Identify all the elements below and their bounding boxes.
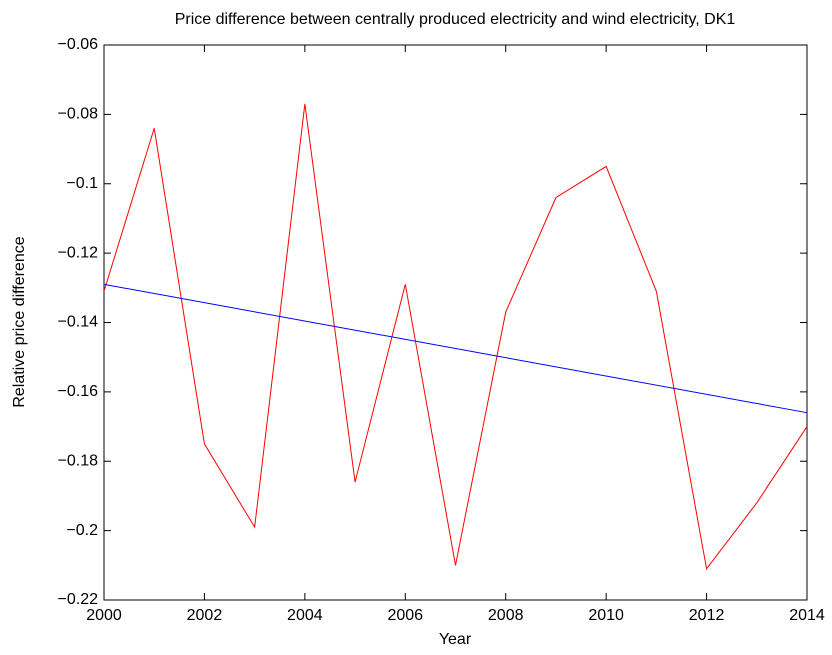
x-tick-label: 2014	[789, 607, 825, 624]
x-tick-label: 2012	[689, 607, 725, 624]
y-axis-label: Relative price difference	[11, 236, 28, 407]
y-tick-label: −0.08	[58, 106, 99, 123]
series-line	[103, 283, 808, 414]
x-axis-label: Year	[439, 631, 472, 648]
y-tick-label: −0.14	[58, 314, 99, 331]
y-tick-label: −0.18	[58, 452, 99, 469]
x-tick-label: 2002	[187, 607, 223, 624]
y-tick-label: −0.06	[58, 36, 99, 53]
chart-title: Price difference between centrally produ…	[175, 11, 736, 28]
plot-frame	[103, 44, 808, 601]
y-tick-label: −0.22	[58, 591, 99, 608]
x-tick-label: 2008	[488, 607, 524, 624]
x-tick-label: 2004	[287, 607, 323, 624]
y-tick-label: −0.2	[66, 522, 98, 539]
series-line	[103, 103, 808, 570]
y-tick-label: −0.1	[66, 175, 98, 192]
y-tick-label: −0.12	[58, 244, 99, 261]
x-tick-label: 2000	[86, 607, 122, 624]
y-tick-label: −0.16	[58, 383, 99, 400]
x-tick-label: 2010	[588, 607, 624, 624]
x-tick-label: 2006	[387, 607, 423, 624]
